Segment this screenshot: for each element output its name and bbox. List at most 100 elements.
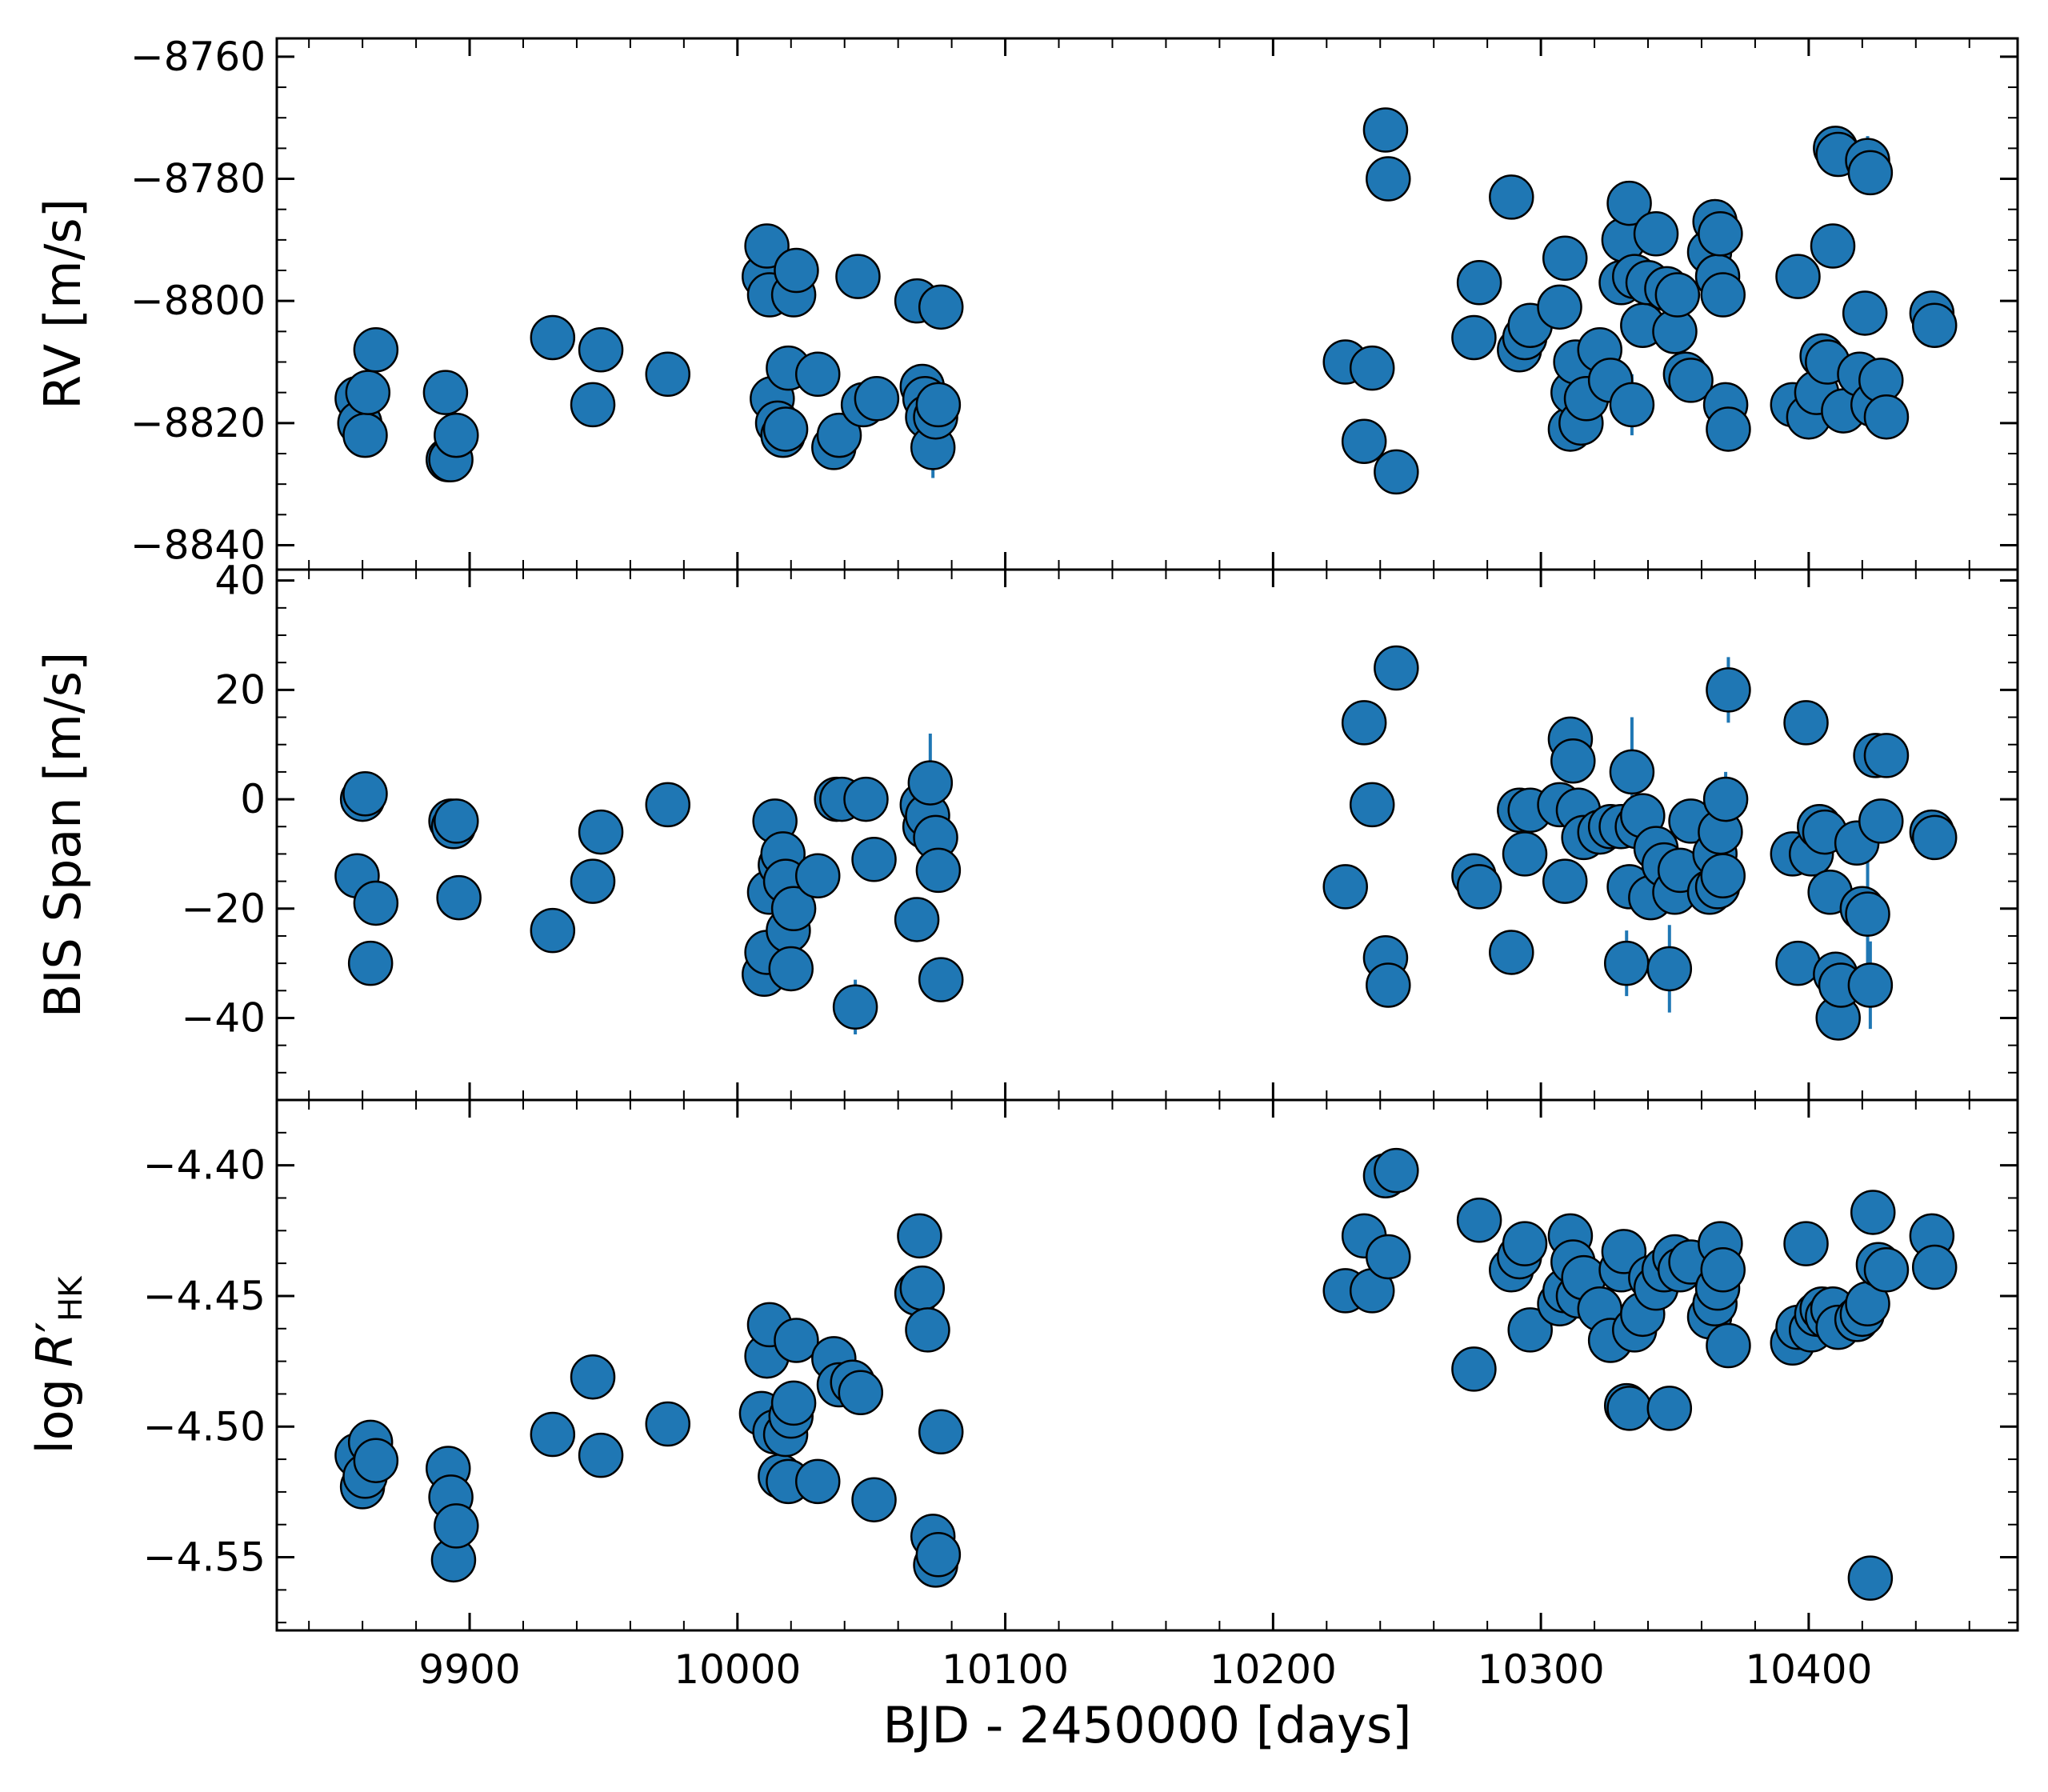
rv-data-point <box>1537 284 1582 330</box>
rv-y-tick-label: −8780 <box>130 156 266 202</box>
logrhk-data-point <box>1911 1244 1958 1290</box>
rv-data-point <box>1451 314 1497 361</box>
logrhk-data-point <box>1456 1197 1502 1243</box>
bis-data-point <box>1456 864 1502 910</box>
rv-data-point <box>762 406 809 452</box>
rv-data-point <box>1911 302 1958 348</box>
logrhk-ylabel: logR′HK <box>26 1275 90 1454</box>
bis-data-point <box>530 907 576 954</box>
rv-data-point <box>1847 150 1894 196</box>
rv-data-point <box>744 223 790 269</box>
rv-data-point <box>530 314 576 361</box>
rv-data-point <box>1654 272 1701 318</box>
x-tick-label: 10000 <box>674 1646 801 1693</box>
bis-data-point <box>1706 667 1751 713</box>
logrhk-data-point <box>570 1354 616 1400</box>
bis-y-tick-label: −40 <box>181 994 266 1041</box>
rv-data-point <box>1341 418 1387 464</box>
rv-data-point <box>1842 290 1888 336</box>
rv-y-tick-label: −8760 <box>130 34 266 80</box>
logrhk-data-point <box>1606 1386 1652 1431</box>
bis-data-point <box>578 809 624 855</box>
rv-data-point <box>1863 394 1910 440</box>
rv-data-point <box>1775 254 1821 299</box>
logrhk-panel: −4.40 −4.45 −4.50 −4.55 logR′HK <box>26 1098 2019 1632</box>
logrhk-data-point <box>1700 1247 1746 1293</box>
bis-data-point <box>1609 749 1655 795</box>
logrhk-data-point <box>1783 1221 1829 1266</box>
rv-data-point <box>1698 210 1743 257</box>
logrhk-points <box>334 1147 1958 1601</box>
rv-data-point <box>1633 210 1679 257</box>
bis-y-tick-label: 40 <box>214 558 266 604</box>
rv-data-point <box>1489 174 1534 220</box>
x-axis-label: BJD - 2450000 [days] <box>883 1696 1412 1754</box>
x-tick-label: 10300 <box>1478 1646 1605 1693</box>
logrhk-data-point <box>770 1380 817 1426</box>
bis-data-point <box>1322 864 1368 910</box>
bis-y-tick-label: −20 <box>181 886 266 932</box>
bis-data-point <box>851 837 897 882</box>
bis-points <box>334 645 1958 1041</box>
logrhk-data-point <box>1646 1386 1693 1431</box>
logrhk-data-point <box>578 1432 624 1478</box>
bis-data-point <box>1783 700 1829 746</box>
rv-data-point <box>345 370 391 415</box>
logrhk-data-point <box>1374 1147 1419 1194</box>
rv-panel: −8760 −8780 −8800 −8820 −8840 RV [m/s] <box>34 34 2019 571</box>
bis-data-point <box>1366 962 1411 1008</box>
bis-data-point <box>436 874 482 921</box>
x-tick-label: 10400 <box>1745 1646 1872 1693</box>
bis-y-tick-labels: 40 20 0 −20 −40 <box>181 558 266 1042</box>
logrhk-data-point <box>1706 1322 1751 1369</box>
rv-data-point <box>1456 260 1502 306</box>
logrhk-y-tick-label: −4.55 <box>143 1534 266 1581</box>
x-tick-label: 9900 <box>418 1646 520 1693</box>
bis-ylabel: BIS Span [m/s] <box>34 652 92 1018</box>
bis-data-point <box>843 776 889 822</box>
rv-data-point <box>422 370 469 415</box>
x-tick-label: 10200 <box>1210 1646 1337 1693</box>
bis-panel: 40 20 0 −20 −40 BIS Span [m/s] <box>34 558 2019 1102</box>
rv-data-point <box>1542 235 1588 282</box>
bis-data-point <box>1702 776 1749 822</box>
bis-data-point <box>347 940 394 986</box>
logrhk-data-point <box>838 1370 884 1416</box>
rv-data-point <box>342 412 388 458</box>
rv-data-point <box>1609 382 1655 428</box>
bis-data-point <box>1863 733 1910 778</box>
logrhk-data-point <box>915 1532 962 1578</box>
rv-data-point <box>918 284 964 330</box>
bis-data-point <box>1502 831 1548 877</box>
rv-data-point <box>1706 406 1751 452</box>
logrhk-y-tick-label: −4.40 <box>143 1142 266 1189</box>
rv-y-tick-label: −8800 <box>130 278 266 324</box>
bis-data-point <box>1646 946 1693 992</box>
bis-data-point <box>1858 798 1904 844</box>
x-tick-label: 10100 <box>942 1646 1069 1693</box>
rv-data-point <box>1374 449 1419 495</box>
bis-data-point <box>794 853 841 899</box>
logrhk-data-point <box>1451 1346 1497 1392</box>
rv-data-point <box>816 412 862 458</box>
bis-data-point <box>1775 940 1821 986</box>
logrhk-ticks <box>277 1099 2018 1630</box>
logrhk-y-tick-labels: −4.40 −4.45 −4.50 −4.55 <box>143 1142 266 1581</box>
rv-data-point <box>835 254 881 299</box>
rv-data-point <box>578 326 624 373</box>
bis-data-point <box>894 897 940 942</box>
logrhk-data-point <box>918 1409 964 1455</box>
logrhk-data-point <box>530 1411 576 1458</box>
bis-ticks <box>277 570 2018 1101</box>
bis-data-point <box>1341 700 1387 746</box>
bis-data-point <box>434 798 479 844</box>
rv-data-point <box>1700 272 1746 318</box>
bis-data-point <box>918 957 964 1002</box>
rv-data-point <box>1810 223 1856 269</box>
rv-ylabel: RV [m/s] <box>34 198 92 410</box>
rv-ticks <box>277 38 2018 570</box>
rv-y-tick-labels: −8760 −8780 −8800 −8820 −8840 <box>130 34 266 569</box>
rv-data-point <box>645 351 691 398</box>
bis-data-point <box>645 782 691 828</box>
